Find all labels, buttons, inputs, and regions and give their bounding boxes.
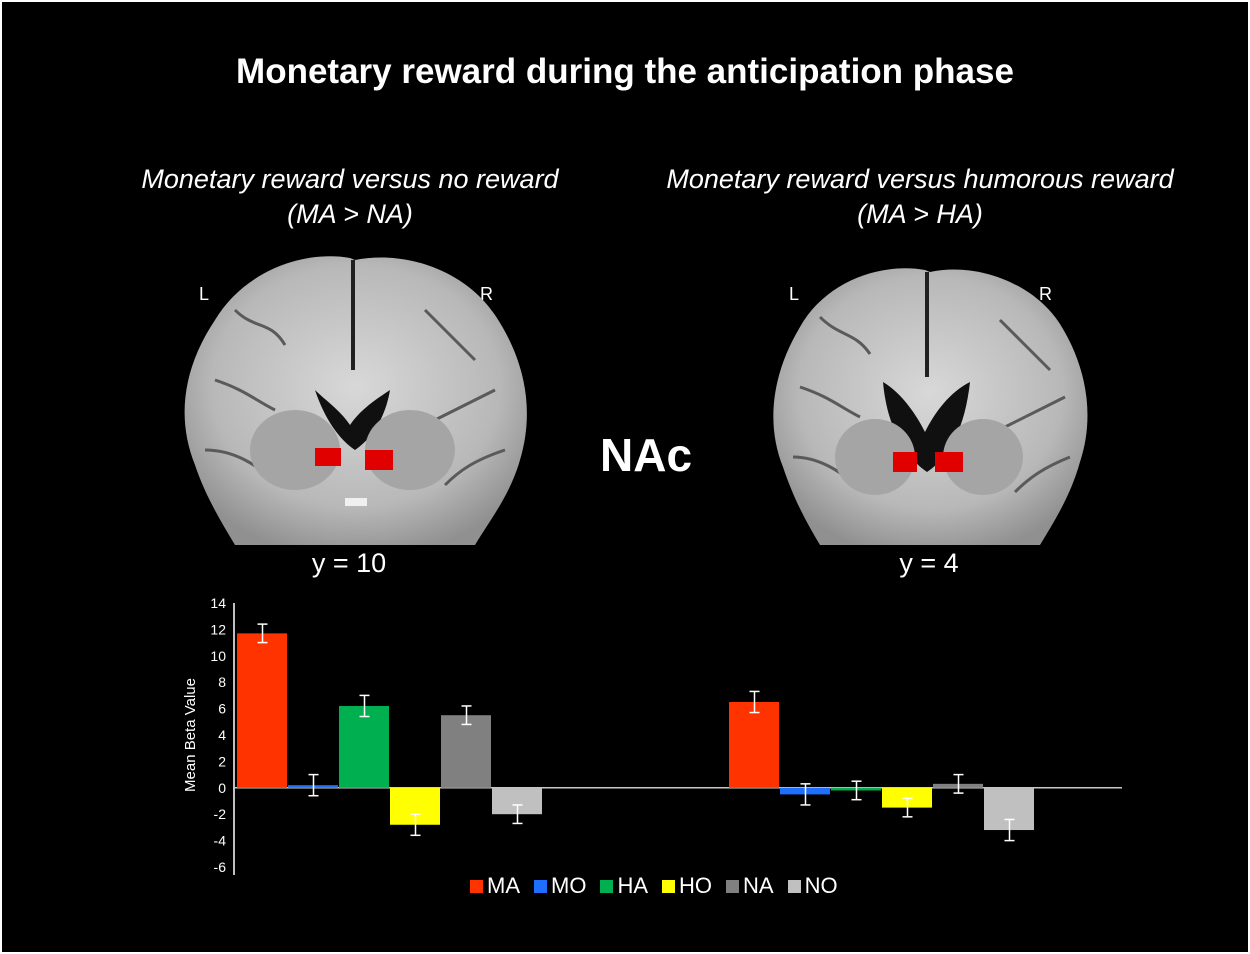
y-tick-label: 2 — [218, 753, 226, 769]
legend-label: MA — [487, 873, 520, 898]
legend-label: MO — [551, 873, 587, 898]
y-tick-label: 0 — [218, 780, 226, 796]
panel-1-subtitle-line1: Monetary reward versus no reward — [141, 164, 559, 194]
error-bar-ha — [359, 694, 370, 718]
error-bar-ho — [410, 813, 421, 837]
bar-ha — [339, 705, 389, 788]
legend-swatch — [787, 879, 801, 893]
legend-swatch — [662, 879, 676, 893]
legend-item-no: NO — [787, 873, 838, 899]
y-tick-label: 12 — [210, 621, 226, 637]
nac-activation-left — [315, 448, 341, 466]
panel-1-right-label: R — [480, 284, 493, 304]
panel-1-left-label: L — [199, 284, 210, 304]
nac-activation-right — [365, 450, 393, 470]
nac-activation-right — [935, 452, 963, 472]
panel-2-left-label: L — [789, 284, 800, 304]
brain-slice-2-image — [773, 268, 1088, 545]
panel-1-subtitle: Monetary reward versus no reward (MA > N… — [100, 162, 600, 232]
y-tick-label: 8 — [218, 674, 226, 690]
error-bar-ma — [749, 690, 760, 714]
y-tick-label: -4 — [214, 833, 227, 849]
bars — [237, 623, 1034, 842]
panel-2-subtitle: Monetary reward versus humorous reward (… — [620, 162, 1220, 232]
error-bar-na — [461, 705, 472, 726]
bar-chart: 14 12 10 8 6 4 2 0 -2 -4 -6 Mean Beta Value — [182, 595, 1122, 875]
panel-2-subtitle-line2: (MA > HA) — [857, 199, 983, 229]
error-bar-mo — [308, 773, 319, 797]
figure-title: Monetary reward during the anticipation … — [236, 52, 1014, 91]
error-bar-na — [953, 773, 964, 794]
legend-label: NO — [804, 873, 838, 898]
legend: MA MO HA HO NA NO — [470, 873, 838, 899]
panel-2-subtitle-line1: Monetary reward versus humorous reward — [666, 164, 1174, 194]
legend-swatch — [534, 879, 547, 893]
error-bar-no — [512, 804, 523, 825]
bar-ma — [237, 633, 287, 788]
legend-label: HO — [679, 873, 713, 898]
y-tick-label: 6 — [218, 701, 226, 717]
bar-ma — [729, 702, 779, 788]
legend-label: HA — [617, 873, 649, 898]
error-bar-ma — [257, 623, 268, 644]
error-bar-mo — [800, 783, 811, 806]
legend-label: NA — [743, 873, 774, 898]
panel-1-coordinate: y = 10 — [311, 548, 387, 578]
brain-slice-1-image — [184, 256, 527, 545]
nac-label: NAc — [600, 429, 693, 481]
panel-2-right-label: R — [1039, 284, 1052, 304]
legend-swatch — [470, 879, 483, 893]
y-tick-label: 4 — [218, 727, 226, 743]
legend-item-na: NA — [726, 873, 774, 899]
y-tick-label: -2 — [214, 806, 227, 822]
legend-item-ho: HO — [662, 873, 712, 899]
legend-item-mo: MO — [534, 873, 586, 899]
nac-activation-left — [893, 452, 917, 472]
error-bar-ho — [902, 797, 913, 818]
panel-2-coordinate: y = 4 — [899, 548, 959, 578]
y-tick-label: -6 — [214, 859, 227, 875]
y-axis-label: Mean Beta Value — [182, 678, 199, 792]
bar-na — [441, 715, 491, 788]
legend-swatch — [726, 879, 740, 893]
legend-item-ma: MA — [470, 873, 520, 899]
y-tick-label: 14 — [210, 595, 226, 611]
panel-1-subtitle-line2: (MA > NA) — [287, 199, 413, 229]
y-tick-label: 10 — [210, 648, 226, 664]
error-bar-no — [1004, 818, 1015, 842]
legend-item-ha: HA — [600, 873, 648, 899]
error-bar-ha — [851, 780, 862, 801]
legend-swatch — [600, 879, 614, 893]
